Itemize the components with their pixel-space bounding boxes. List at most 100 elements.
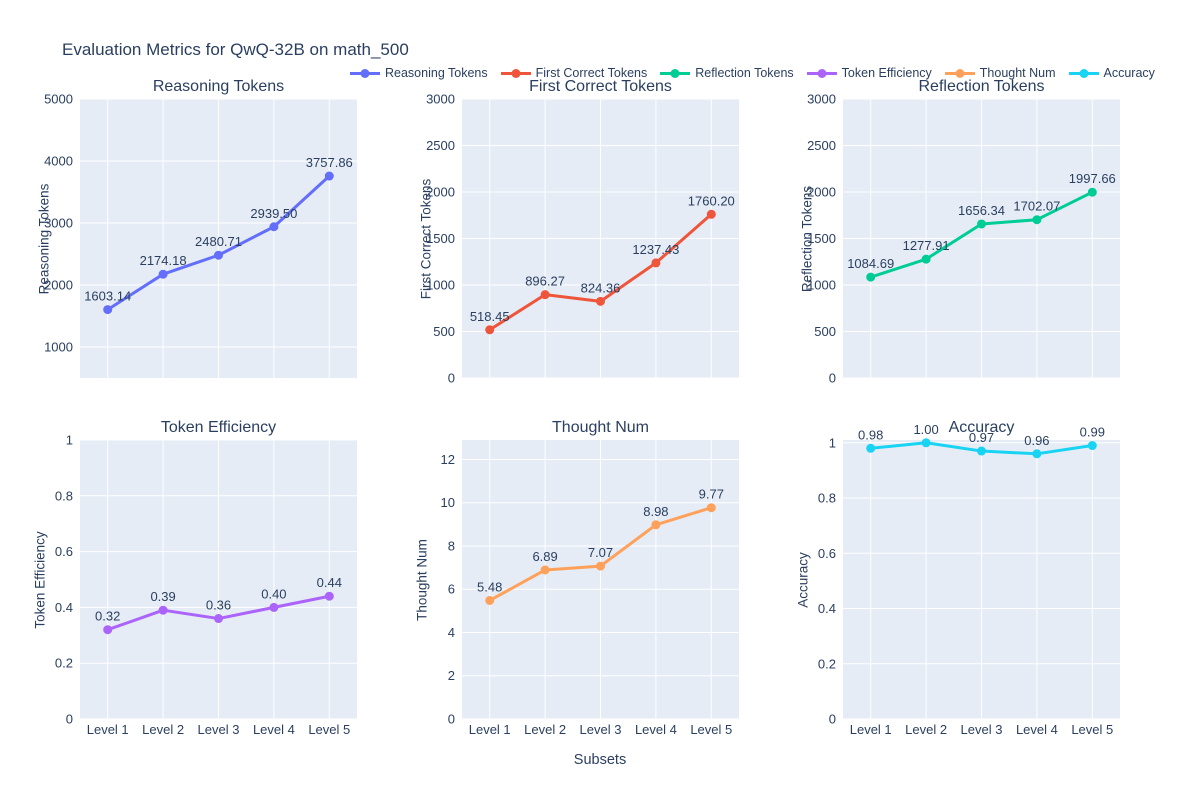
data-point-marker[interactable] [485,595,495,605]
data-point-marker[interactable] [1032,449,1042,459]
y-tick-label: 2500 [426,138,455,153]
legend-item-first-correct-tokens[interactable]: First Correct Tokens [500,66,648,80]
y-tick-label: 3000 [426,92,455,107]
x-axis-title: Subsets [573,752,627,768]
x-tick-label: Level 4 [635,722,677,737]
x-tick-label: Level 4 [253,722,295,737]
y-tick-label: 1500 [807,231,836,246]
data-point-marker[interactable] [921,438,931,448]
data-point-marker[interactable] [1087,187,1097,197]
y-tick-label: 0.2 [55,656,73,671]
data-point-marker[interactable] [269,602,279,612]
legend-item-reflection-tokens[interactable]: Reflection Tokens [660,66,794,80]
data-point-marker[interactable] [158,605,168,615]
data-point-marker[interactable] [214,614,223,624]
gridlines [462,98,739,379]
y-tick-label: 2000 [807,185,836,200]
data-point-label: 1760.20 [688,193,735,208]
gridlines [462,440,739,720]
data-points [485,209,716,335]
data-point-marker[interactable] [103,305,113,315]
data-point-marker[interactable] [977,219,986,229]
data-point-marker[interactable] [324,171,334,181]
y-tick-label: 0 [829,371,836,386]
data-point-label: 1084.69 [847,256,894,271]
legend-label: First Correct Tokens [535,66,648,80]
x-tick-label: Level 3 [580,722,622,737]
y-tick-label: 500 [814,324,836,339]
data-point-label: 1702.07 [1013,199,1060,214]
data-point-marker[interactable] [540,290,550,300]
y-tick-label: 1 [829,435,836,450]
data-point-marker[interactable] [977,446,986,456]
plot-area-reflection-tokens[interactable]: 0 500 1000 1500 2000 2500 3000 1084.69 1277.91 16… [807,92,1120,386]
legend-item-thought-num[interactable]: Thought Num [944,66,1056,80]
data-point-marker[interactable] [596,296,605,306]
data-point-label: 0.39 [150,589,175,604]
data-point-marker[interactable] [921,254,931,264]
legend-item-token-efficiency[interactable]: Token Efficiency [806,66,932,80]
figure-title: Evaluation Metrics for QwQ-32B on math_5… [62,40,409,59]
y-tick-label: 0 [66,712,73,727]
data-point-marker[interactable] [706,503,716,513]
data-point-labels: 0.98 1.00 0.97 0.96 0.99 [858,422,1105,448]
data-point-marker[interactable] [866,443,876,453]
data-point-label: 2174.18 [140,253,187,268]
legend-item-reasoning-tokens[interactable]: Reasoning Tokens [350,66,488,80]
data-point-marker[interactable] [540,565,550,575]
x-tick-label: Level 5 [308,722,350,737]
legend-item-accuracy[interactable]: Accuracy [1068,66,1155,80]
gridlines [80,439,357,720]
y-tick-label: 3000 [44,216,73,231]
y-axis-title-accuracy: Accuracy [795,551,811,608]
data-point-label: 0.99 [1080,425,1105,440]
data-point-marker[interactable] [1032,215,1042,225]
y-tick-label: 1500 [426,231,455,246]
y-tick-label: 4 [448,625,455,640]
legend-label: Token Efficiency [841,66,932,80]
plot-area-first-correct-tokens[interactable]: 0 500 1000 1500 2000 2500 3000 518.45 896.27 824.… [426,92,739,386]
data-point-marker[interactable] [485,325,495,335]
y-tick-label: 0 [829,712,836,727]
y-tick-label: 0.6 [818,546,836,561]
subplot-title-reflection-tokens: Reflection Tokens [918,78,1045,95]
data-point-label: 8.98 [643,504,668,519]
data-point-marker[interactable] [596,561,605,571]
data-point-label: 1277.91 [903,238,950,253]
data-point-marker[interactable] [324,591,334,601]
data-point-label: 0.44 [317,575,342,590]
data-point-marker[interactable] [1087,441,1097,451]
data-point-label: 9.77 [699,487,724,502]
data-point-marker[interactable] [214,250,223,260]
data-point-marker[interactable] [651,520,661,530]
y-tick-label: 2000 [44,278,73,293]
data-point-marker[interactable] [158,269,168,279]
data-point-marker[interactable] [269,222,279,232]
data-point-marker[interactable] [651,258,661,268]
data-point-marker[interactable] [866,272,876,282]
data-point-label: 2939.50 [250,206,297,221]
x-tick-label: Level 3 [198,722,240,737]
gridlines [80,98,357,378]
data-point-marker[interactable] [706,209,716,219]
data-point-label: 3757.86 [306,155,353,170]
data-points [103,171,334,315]
data-points [485,503,716,605]
y-tick-labels: 0 500 1000 1500 2000 2500 3000 [426,92,455,386]
y-tick-label: 8 [448,538,455,553]
x-tick-label: Level 5 [690,722,732,737]
y-tick-label: 0 [448,712,455,727]
subplot-title-first-correct-tokens: First Correct Tokens [529,78,672,95]
legend-label: Reasoning Tokens [385,66,488,80]
y-tick-label: 0.8 [55,488,73,503]
y-tick-label: 1000 [426,278,455,293]
plot-area-reasoning-tokens[interactable]: 1000 2000 3000 4000 5000 1603.14 2174.18 2480.7… [44,92,357,378]
x-tick-labels: Level 1 Level 2 Level 3 Level 4 Level 5 [87,722,351,737]
x-tick-label: Level 4 [1016,722,1058,737]
data-point-marker[interactable] [103,625,113,635]
y-tick-labels: 1000 2000 3000 4000 5000 [44,92,73,355]
data-point-label: 1.00 [913,422,938,437]
